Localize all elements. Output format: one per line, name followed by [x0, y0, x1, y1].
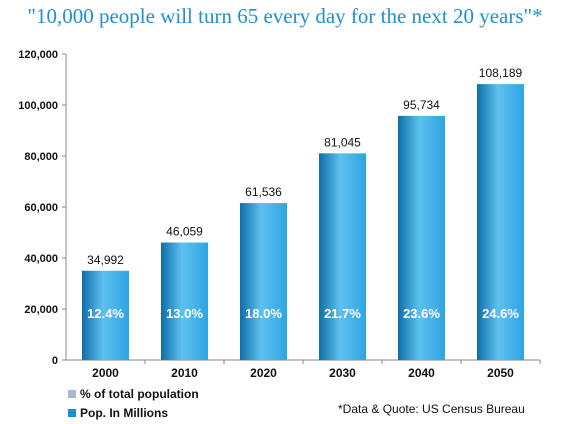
- x-tick-label: 2010: [171, 366, 198, 380]
- legend-label-population: Pop. In Millions: [80, 405, 168, 420]
- bar-percent-label: 13.0%: [166, 306, 203, 321]
- bar-value-label: 61,536: [245, 185, 282, 199]
- legend-item-percent: % of total population: [68, 384, 199, 403]
- x-tick-label: 2000: [92, 366, 119, 380]
- bar: [240, 203, 287, 360]
- y-tick-label: 100,000: [18, 100, 58, 112]
- y-tick-label: 60,000: [24, 202, 58, 214]
- legend-swatch-percent: [68, 389, 76, 398]
- labels: 2000 34,992 12.4% 2010 46,059 13.0% 2020 61,536…: [87, 66, 522, 380]
- bar-percent-label: 18.0%: [245, 306, 282, 321]
- bars: [82, 84, 524, 361]
- bar: [477, 84, 524, 361]
- y-tick-label: 80,000: [24, 151, 58, 163]
- bar: [319, 153, 366, 360]
- legend-item-population: Pop. In Millions: [68, 403, 199, 422]
- source-note: *Data & Quote: US Census Bureau: [338, 402, 525, 416]
- x-tick-label: 2020: [250, 366, 277, 380]
- bar-value-label: 95,734: [403, 98, 440, 112]
- y-tick-label: 0: [52, 355, 58, 367]
- legend-swatch-population: [68, 408, 76, 417]
- chart-title: "10,000 people will turn 65 every day fo…: [27, 4, 543, 28]
- x-tick-label: 2030: [329, 366, 356, 380]
- x-tick-label: 2040: [408, 366, 435, 380]
- legend-label-percent: % of total population: [80, 386, 199, 401]
- y-tick-label: 120,000: [18, 49, 58, 61]
- bar-value-label: 46,059: [166, 225, 203, 239]
- bar-value-label: 108,189: [479, 66, 523, 80]
- axes: 0 20,000 40,000 60,000 80,000 100,000 120,000: [18, 49, 541, 367]
- bar: [161, 242, 208, 360]
- bar-percent-label: 24.6%: [482, 306, 519, 321]
- bar-percent-label: 12.4%: [87, 306, 124, 321]
- bar-percent-label: 21.7%: [324, 306, 361, 321]
- bar-value-label: 34,992: [87, 253, 124, 267]
- y-tick-label: 40,000: [24, 253, 58, 265]
- bar-value-label: 81,045: [324, 135, 361, 149]
- bar: [398, 115, 445, 361]
- bar: [82, 270, 129, 360]
- bar-percent-label: 23.6%: [403, 306, 440, 321]
- legend: % of total population Pop. In Millions: [68, 384, 199, 422]
- x-tick-label: 2050: [487, 366, 514, 380]
- y-tick-label: 20,000: [24, 304, 58, 316]
